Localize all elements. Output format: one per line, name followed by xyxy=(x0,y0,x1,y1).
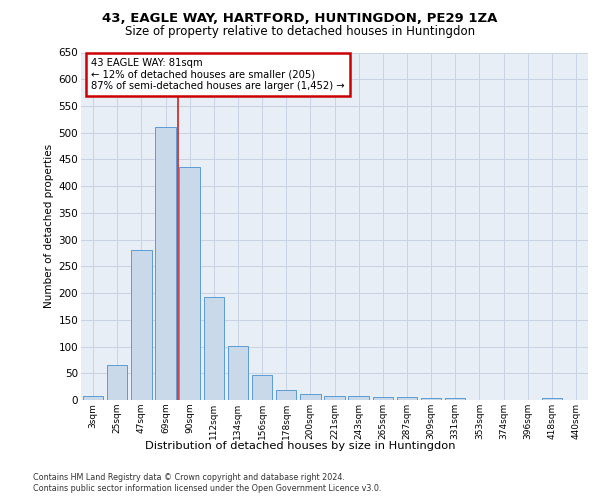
Text: Distribution of detached houses by size in Huntingdon: Distribution of detached houses by size … xyxy=(145,441,455,451)
Bar xyxy=(397,398,417,400)
Bar xyxy=(542,398,562,400)
Bar xyxy=(300,394,320,400)
Bar xyxy=(349,396,369,400)
Bar xyxy=(373,398,393,400)
Bar xyxy=(107,365,127,400)
Y-axis label: Number of detached properties: Number of detached properties xyxy=(44,144,55,308)
Text: Contains public sector information licensed under the Open Government Licence v3: Contains public sector information licen… xyxy=(33,484,382,493)
Bar xyxy=(276,390,296,400)
Bar xyxy=(179,168,200,400)
Bar xyxy=(227,346,248,400)
Bar xyxy=(131,250,152,400)
Bar xyxy=(155,128,176,400)
Bar xyxy=(252,375,272,400)
Bar xyxy=(203,297,224,400)
Bar xyxy=(324,396,345,400)
Text: Contains HM Land Registry data © Crown copyright and database right 2024.: Contains HM Land Registry data © Crown c… xyxy=(33,473,345,482)
Text: Size of property relative to detached houses in Huntingdon: Size of property relative to detached ho… xyxy=(125,25,475,38)
Bar xyxy=(445,398,466,400)
Text: 43 EAGLE WAY: 81sqm
← 12% of detached houses are smaller (205)
87% of semi-detac: 43 EAGLE WAY: 81sqm ← 12% of detached ho… xyxy=(91,58,345,91)
Bar xyxy=(83,396,103,400)
Bar xyxy=(421,398,442,400)
Text: 43, EAGLE WAY, HARTFORD, HUNTINGDON, PE29 1ZA: 43, EAGLE WAY, HARTFORD, HUNTINGDON, PE2… xyxy=(103,12,497,26)
